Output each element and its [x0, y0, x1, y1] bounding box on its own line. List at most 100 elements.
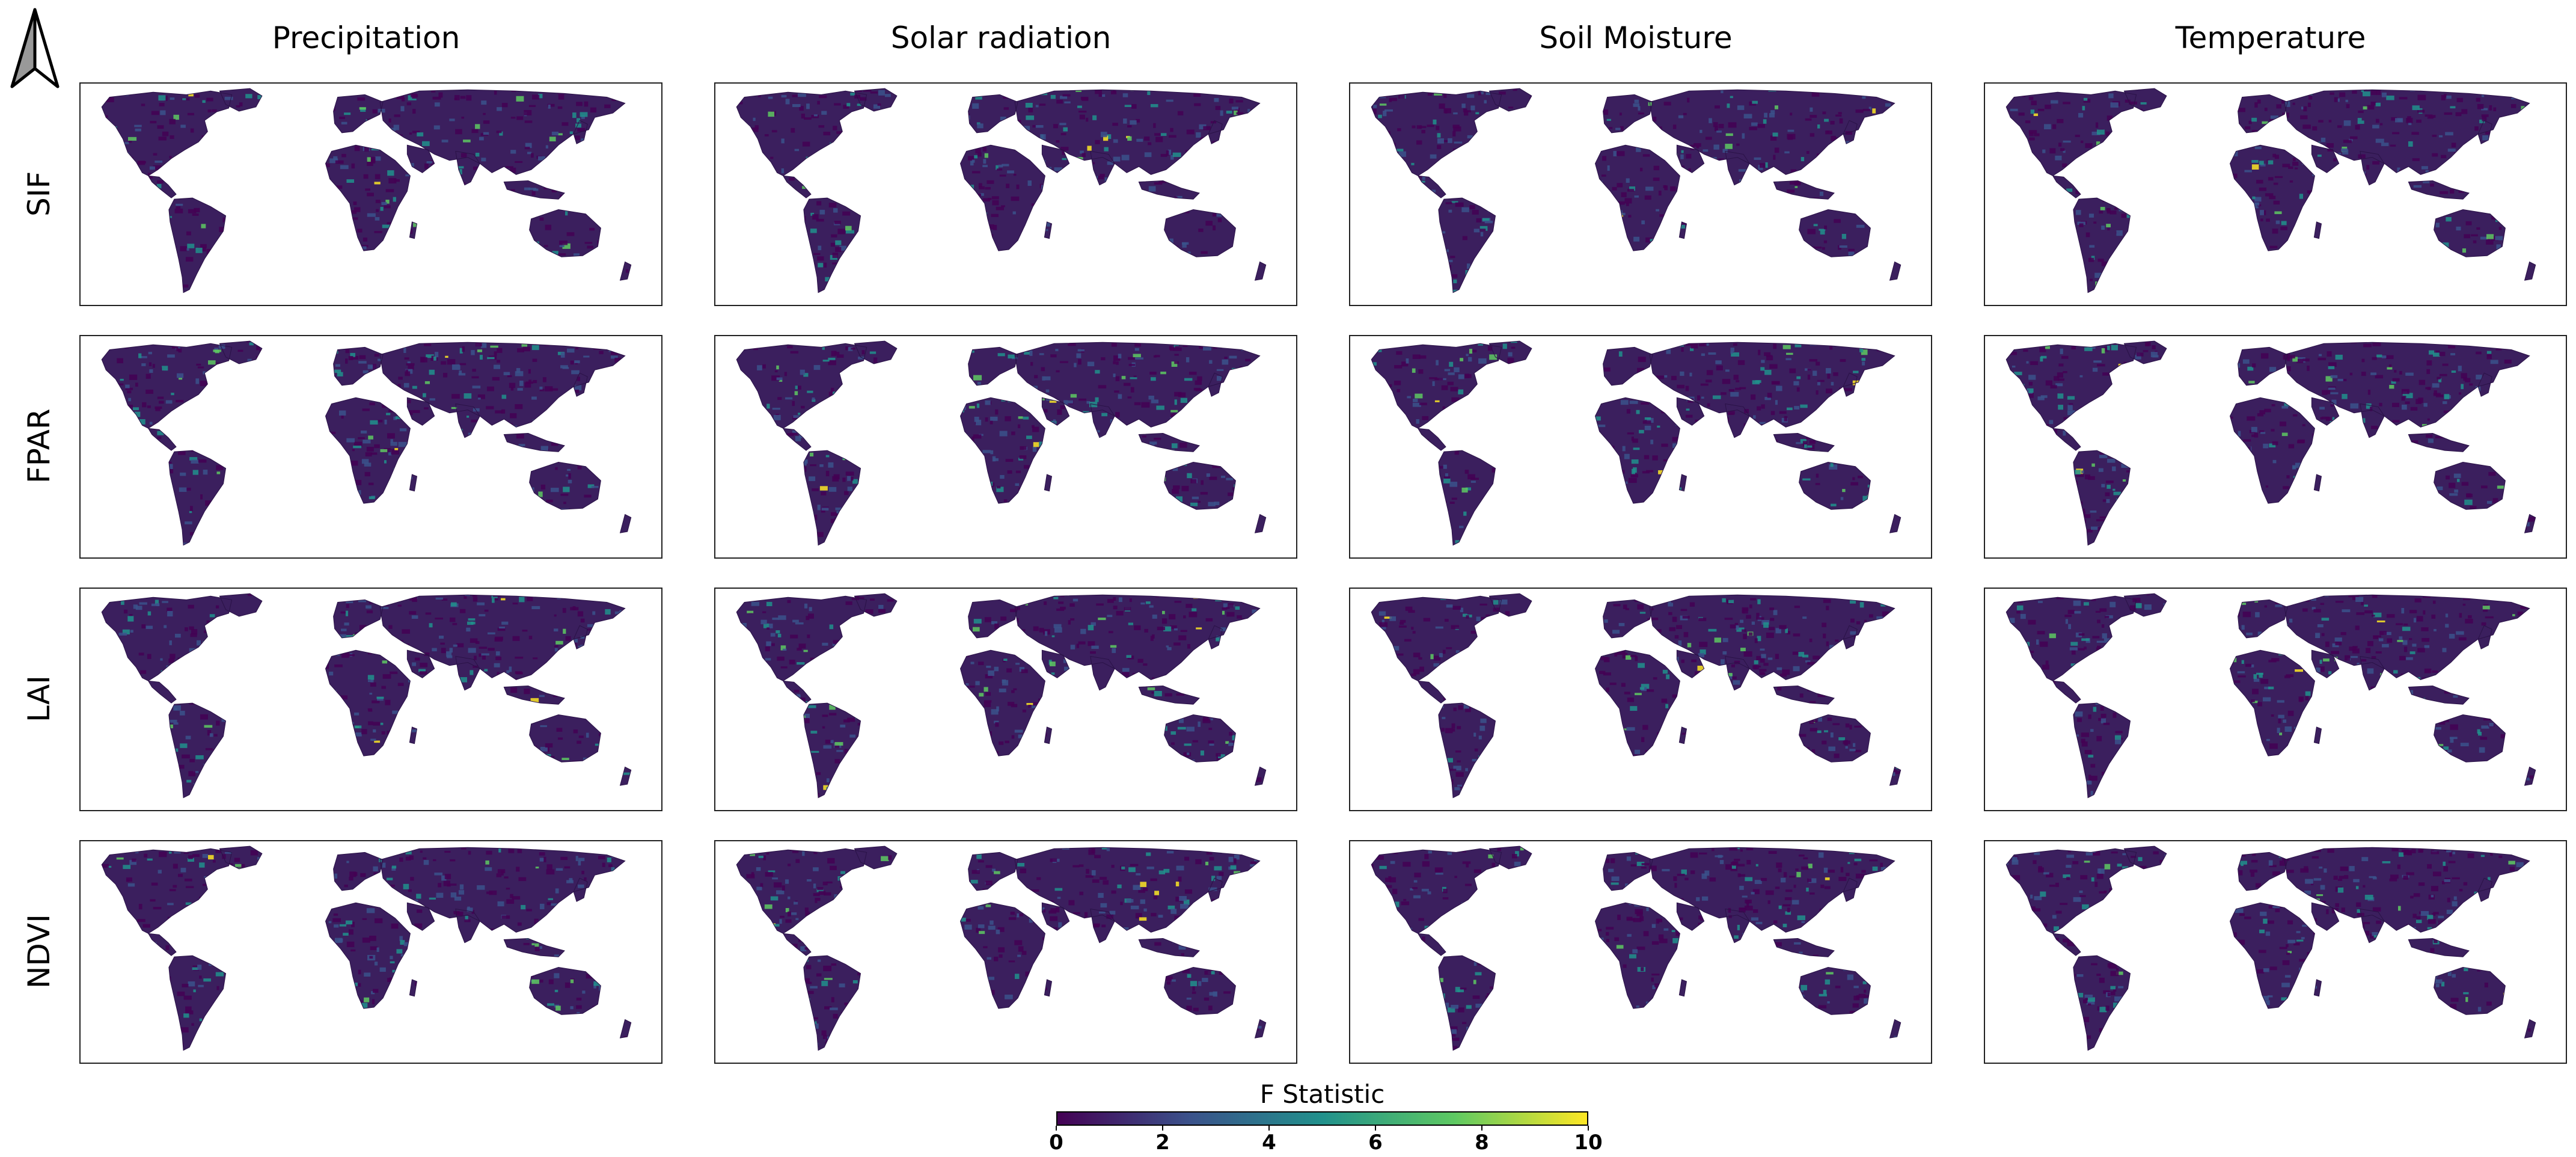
land-outline — [1254, 766, 1267, 786]
land-outline — [2052, 933, 2081, 956]
land-outline — [1799, 714, 1871, 763]
land-outline — [1438, 702, 1496, 799]
land-outline — [1678, 726, 1687, 744]
land-outline — [1041, 649, 1070, 678]
colorbar-tickmark — [1588, 1126, 1589, 1131]
land-outline — [2360, 908, 2385, 944]
land-outline — [2123, 88, 2167, 112]
land-outline — [782, 428, 812, 451]
world-map — [1371, 88, 1901, 293]
colorbar-tick-label: 2 — [1155, 1131, 1170, 1155]
land-outline — [325, 649, 411, 756]
land-outline — [1603, 346, 1653, 386]
land-outline — [2284, 847, 2530, 933]
land-outline — [1164, 462, 1236, 510]
land-outline — [2408, 432, 2470, 452]
land-outline — [1843, 625, 1858, 649]
land-outline — [1208, 877, 1223, 902]
land-outline — [1044, 474, 1053, 492]
map-panel-sif-precipitation — [79, 82, 662, 306]
land-outline — [2311, 144, 2340, 173]
land-outline — [2073, 955, 2131, 1051]
land-outline — [1603, 852, 1653, 891]
colorbar-tickmark — [1268, 1126, 1270, 1131]
land-outline — [803, 702, 861, 799]
land-outline — [1138, 180, 1200, 200]
land-outline — [2052, 428, 2081, 451]
land-outline — [147, 175, 177, 198]
land-outline — [101, 848, 233, 934]
land-outline — [573, 120, 588, 144]
land-outline — [2073, 450, 2131, 546]
land-outline — [782, 175, 812, 198]
colorbar-tickmark — [1056, 1126, 1057, 1131]
land-outline — [219, 846, 263, 870]
land-outline — [1676, 649, 1705, 678]
land-outline — [1164, 209, 1236, 257]
colorbar-tickmark — [1162, 1126, 1163, 1131]
land-outline — [1417, 428, 1446, 451]
land-outline — [619, 261, 632, 281]
land-outline — [1208, 120, 1223, 144]
land-outline — [325, 144, 411, 251]
land-outline — [1676, 397, 1705, 426]
land-outline — [2477, 372, 2492, 397]
land-outline — [409, 221, 418, 239]
land-outline — [1725, 908, 1750, 944]
land-outline — [803, 450, 861, 546]
colorbar-tick-label: 4 — [1262, 1131, 1276, 1155]
map-panel-lai-solar — [714, 588, 1297, 811]
map-panel-lai-soil — [1349, 588, 1932, 811]
land-outline — [959, 649, 1045, 756]
land-outline — [1138, 432, 1200, 452]
land-outline — [168, 197, 227, 293]
world-map — [736, 846, 1267, 1051]
land-outline — [2360, 655, 2385, 691]
land-outline — [1799, 462, 1871, 510]
land-outline — [379, 89, 626, 175]
land-outline — [409, 979, 418, 997]
land-outline — [406, 144, 435, 173]
land-outline — [333, 94, 384, 134]
world-map — [101, 593, 632, 799]
colorbar-tick-label: 10 — [1574, 1131, 1603, 1155]
land-outline — [968, 852, 1018, 891]
land-outline — [2477, 120, 2492, 144]
land-outline — [2052, 175, 2081, 198]
row-label-fpar: FPAR — [22, 408, 57, 484]
land-outline — [1678, 979, 1687, 997]
land-outline — [1649, 594, 1895, 680]
land-outline — [1773, 180, 1835, 200]
land-outline — [1594, 902, 1680, 1009]
land-outline — [1014, 342, 1261, 428]
land-outline — [2229, 397, 2315, 504]
world-map — [101, 88, 632, 293]
world-map — [101, 340, 632, 546]
land-outline — [1488, 340, 1532, 364]
land-outline — [1889, 514, 1901, 533]
land-outline — [2229, 144, 2315, 251]
land-outline — [2073, 197, 2131, 293]
map-panel-fpar-soil — [1349, 335, 1932, 559]
land-outline — [2434, 209, 2506, 257]
world-map — [2005, 340, 2536, 546]
colorbar-tickmark — [1481, 1126, 1482, 1131]
land-outline — [1889, 766, 1901, 786]
land-outline — [2524, 766, 2536, 786]
land-outline — [968, 94, 1018, 134]
land-outline — [1889, 1019, 1901, 1039]
land-outline — [1254, 514, 1267, 533]
map-panel-lai-temperature — [1984, 588, 2567, 811]
world-map — [736, 593, 1267, 799]
land-outline — [168, 955, 227, 1051]
row-label-lai: LAI — [22, 675, 57, 722]
land-outline — [782, 933, 812, 956]
land-outline — [2313, 979, 2322, 997]
land-outline — [325, 902, 411, 1009]
land-outline — [619, 766, 632, 786]
world-map — [101, 846, 632, 1051]
land-outline — [854, 88, 898, 112]
world-map — [2005, 846, 2536, 1051]
land-outline — [2477, 625, 2492, 649]
land-outline — [2123, 846, 2167, 870]
